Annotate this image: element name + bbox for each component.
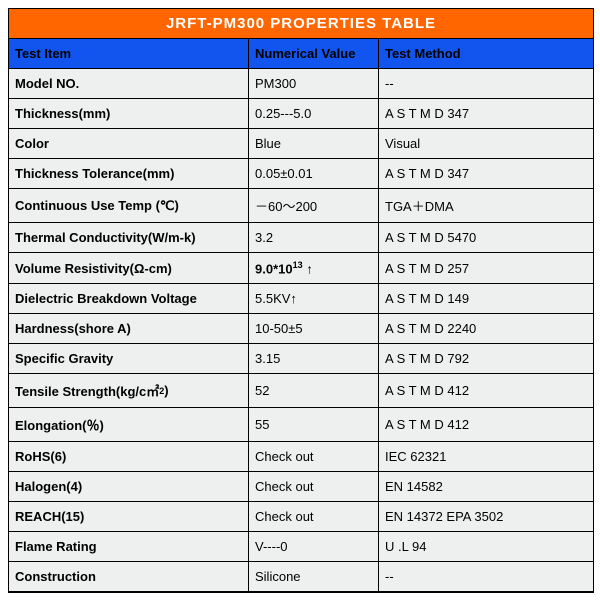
cell-numerical-value: PM300 <box>249 69 379 99</box>
cell-numerical-value: V----0 <box>249 532 379 562</box>
cell-test-method: A S T M D 412 <box>379 408 593 442</box>
cell-test-item: Color <box>9 129 249 159</box>
table-row: Elongation(％)55A S T M D 412 <box>9 408 593 442</box>
cell-test-item: Dielectric Breakdown Voltage <box>9 284 249 314</box>
table-row: ConstructionSilicone-- <box>9 562 593 592</box>
cell-test-item: Hardness(shore A) <box>9 314 249 344</box>
cell-numerical-value: 0.25---5.0 <box>249 99 379 129</box>
cell-test-method: A S T M D 257 <box>379 253 593 284</box>
table-row: Flame RatingV----0U .L 94 <box>9 532 593 562</box>
cell-test-item: Halogen(4) <box>9 472 249 502</box>
cell-numerical-value: 9.0*1013 ↑ <box>249 253 379 284</box>
cell-test-item: REACH(15) <box>9 502 249 532</box>
table-row: REACH(15)Check outEN 14372 EPA 3502 <box>9 502 593 532</box>
cell-test-method: TGA＋DMA <box>379 189 593 223</box>
cell-test-item: RoHS(6) <box>9 442 249 472</box>
cell-test-method: EN 14582 <box>379 472 593 502</box>
table-row: Hardness(shore A)10-50±5A S T M D 2240 <box>9 314 593 344</box>
cell-test-item: Flame Rating <box>9 532 249 562</box>
cell-test-item: Model NO. <box>9 69 249 99</box>
table-row: Specific Gravity3.15A S T M D 792 <box>9 344 593 374</box>
table-row: Thickness(mm)0.25---5.0A S T M D 347 <box>9 99 593 129</box>
properties-table: JRFT-PM300 PROPERTIES TABLE Test Item Nu… <box>8 8 594 593</box>
table-row: Dielectric Breakdown Voltage5.5KV↑A S T … <box>9 284 593 314</box>
table-row: Model NO.PM300-- <box>9 69 593 99</box>
cell-numerical-value: Check out <box>249 442 379 472</box>
cell-test-method: -- <box>379 562 593 592</box>
table-row: Halogen(4)Check outEN 14582 <box>9 472 593 502</box>
table-row: Thickness Tolerance(mm)0.05±0.01A S T M … <box>9 159 593 189</box>
cell-test-method: Visual <box>379 129 593 159</box>
cell-numerical-value: 3.2 <box>249 223 379 253</box>
cell-test-method: A S T M D 2240 <box>379 314 593 344</box>
table-body: Model NO.PM300--Thickness(mm)0.25---5.0A… <box>9 69 593 592</box>
cell-test-method: EN 14372 EPA 3502 <box>379 502 593 532</box>
table-header-row: Test Item Numerical Value Test Method <box>9 39 593 69</box>
table-title: JRFT-PM300 PROPERTIES TABLE <box>9 9 593 39</box>
table-row: Thermal Conductivity(W/m-k)3.2A S T M D … <box>9 223 593 253</box>
cell-test-item: Thickness(mm) <box>9 99 249 129</box>
cell-numerical-value: 5.5KV↑ <box>249 284 379 314</box>
cell-test-item: Continuous Use Temp (℃) <box>9 189 249 223</box>
cell-numerical-value: －60～200 <box>249 189 379 223</box>
cell-numerical-value: Silicone <box>249 562 379 592</box>
cell-test-item: Tensile Strength(kg/c㎡2) <box>9 374 249 408</box>
header-test-item: Test Item <box>9 39 249 69</box>
header-test-method: Test Method <box>379 39 593 69</box>
table-row: Continuous Use Temp (℃)－60～200TGA＋DMA <box>9 189 593 223</box>
cell-numerical-value: 10-50±5 <box>249 314 379 344</box>
cell-numerical-value: Check out <box>249 472 379 502</box>
cell-test-item: Elongation(％) <box>9 408 249 442</box>
cell-numerical-value: Check out <box>249 502 379 532</box>
table-row: ColorBlueVisual <box>9 129 593 159</box>
cell-test-method: A S T M D 412 <box>379 374 593 408</box>
cell-test-method: A S T M D 5470 <box>379 223 593 253</box>
cell-test-method: A S T M D 149 <box>379 284 593 314</box>
table-row: RoHS(6)Check outIEC 62321 <box>9 442 593 472</box>
table-row: Volume Resistivity(Ω-cm)9.0*1013 ↑A S T … <box>9 253 593 284</box>
cell-test-item: Thermal Conductivity(W/m-k) <box>9 223 249 253</box>
cell-test-method: A S T M D 792 <box>379 344 593 374</box>
cell-numerical-value: 3.15 <box>249 344 379 374</box>
cell-test-item: Specific Gravity <box>9 344 249 374</box>
header-numerical-value: Numerical Value <box>249 39 379 69</box>
cell-test-method: IEC 62321 <box>379 442 593 472</box>
cell-numerical-value: 52 <box>249 374 379 408</box>
cell-test-item: Volume Resistivity(Ω-cm) <box>9 253 249 284</box>
table-row: Tensile Strength(kg/c㎡2)52A S T M D 412 <box>9 374 593 408</box>
cell-test-method: A S T M D 347 <box>379 99 593 129</box>
cell-test-item: Construction <box>9 562 249 592</box>
cell-numerical-value: Blue <box>249 129 379 159</box>
cell-test-method: U .L 94 <box>379 532 593 562</box>
cell-test-item: Thickness Tolerance(mm) <box>9 159 249 189</box>
cell-numerical-value: 55 <box>249 408 379 442</box>
cell-numerical-value: 0.05±0.01 <box>249 159 379 189</box>
cell-test-method: A S T M D 347 <box>379 159 593 189</box>
cell-test-method: -- <box>379 69 593 99</box>
